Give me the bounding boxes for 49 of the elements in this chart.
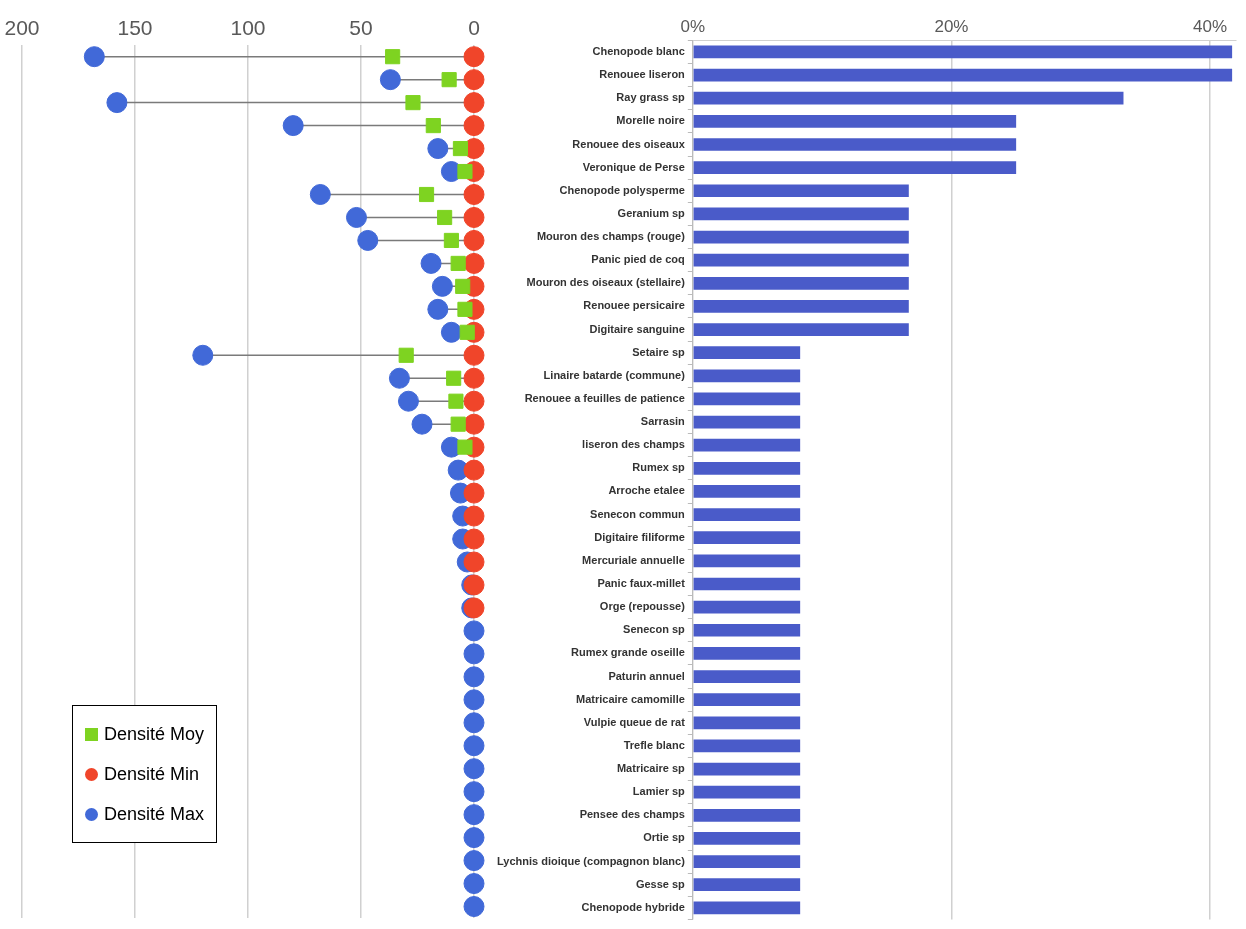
y-tick-label: Matricaire camomille xyxy=(575,692,685,705)
legend-label: Densité Moy xyxy=(104,723,205,745)
legend-label: Densité Max xyxy=(104,803,205,825)
y-tick-label: Rumex sp xyxy=(632,461,686,474)
y-tick-label: Digitaire filiforme xyxy=(594,530,685,543)
y-tick-label: Renouee a feuilles de patience xyxy=(524,391,685,404)
x-tick-label: 0 xyxy=(468,16,480,40)
x-tick-label: 0% xyxy=(680,16,706,36)
y-tick-label: Sarrasin xyxy=(640,415,686,428)
y-tick-label: Matricaire sp xyxy=(616,762,686,775)
y-tick-label: Pensee des champs xyxy=(579,808,685,821)
y-tick-label: Panic pied de coq xyxy=(591,253,685,266)
y-tick-label: Rumex grande oseille xyxy=(571,646,685,659)
y-tick-label: liseron des champs xyxy=(582,438,685,451)
y-tick-label: Ray grass sp xyxy=(616,91,686,104)
x-tick-label: 20% xyxy=(934,16,969,36)
y-tick-label: Chenopode polysperme xyxy=(559,183,685,196)
x-tick-label: 50 xyxy=(349,16,373,40)
y-tick-label: Paturin annuel xyxy=(608,669,685,682)
y-tick-label: Chenopode hybride xyxy=(581,900,685,913)
y-tick-label: Gesse sp xyxy=(635,877,686,890)
y-tick-label: Renouee persicaire xyxy=(583,299,685,312)
y-tick-label: Setaire sp xyxy=(632,345,686,358)
y-tick-label: Morelle noire xyxy=(616,114,685,127)
y-tick-label: Renouee liseron xyxy=(599,68,686,81)
y-tick-label: Lychnis dioique (compagnon blanc) xyxy=(496,854,686,867)
x-tick-label: 150 xyxy=(117,16,153,40)
y-tick-label: Mouron des oiseaux (stellaire) xyxy=(526,276,686,289)
y-tick-label: Mercuriale annuelle xyxy=(582,553,685,566)
y-tick-label: Arroche etalee xyxy=(608,484,685,497)
y-tick-label: Panic faux-millet xyxy=(597,577,686,590)
y-tick-label: Trefle blanc xyxy=(623,738,685,751)
y-tick-label: Geranium sp xyxy=(617,206,686,219)
y-tick-label: Senecon sp xyxy=(623,623,686,636)
y-tick-label: Lamier sp xyxy=(632,785,686,798)
legend-label: Densité Min xyxy=(104,763,200,785)
y-tick-label: Digitaire sanguine xyxy=(589,322,685,335)
y-tick-label: Mouron des champs (rouge) xyxy=(536,230,686,243)
x-tick-label: 40% xyxy=(1193,16,1228,36)
y-tick-label: Ortie sp xyxy=(643,831,686,844)
y-tick-label: Vulpie queue de rat xyxy=(583,715,686,728)
y-tick-label: Chenopode blanc xyxy=(592,45,685,57)
y-tick-label: Senecon commun xyxy=(590,507,686,520)
y-tick-label: Orge (repousse) xyxy=(599,600,686,613)
x-tick-label: 100 xyxy=(230,16,266,40)
y-tick-label: Linaire batarde (commune) xyxy=(543,368,686,381)
y-tick-label: Renouee des oiseaux xyxy=(572,137,686,150)
x-tick-label: 200 xyxy=(4,16,40,40)
y-tick-label: Veronique de Perse xyxy=(582,160,685,173)
